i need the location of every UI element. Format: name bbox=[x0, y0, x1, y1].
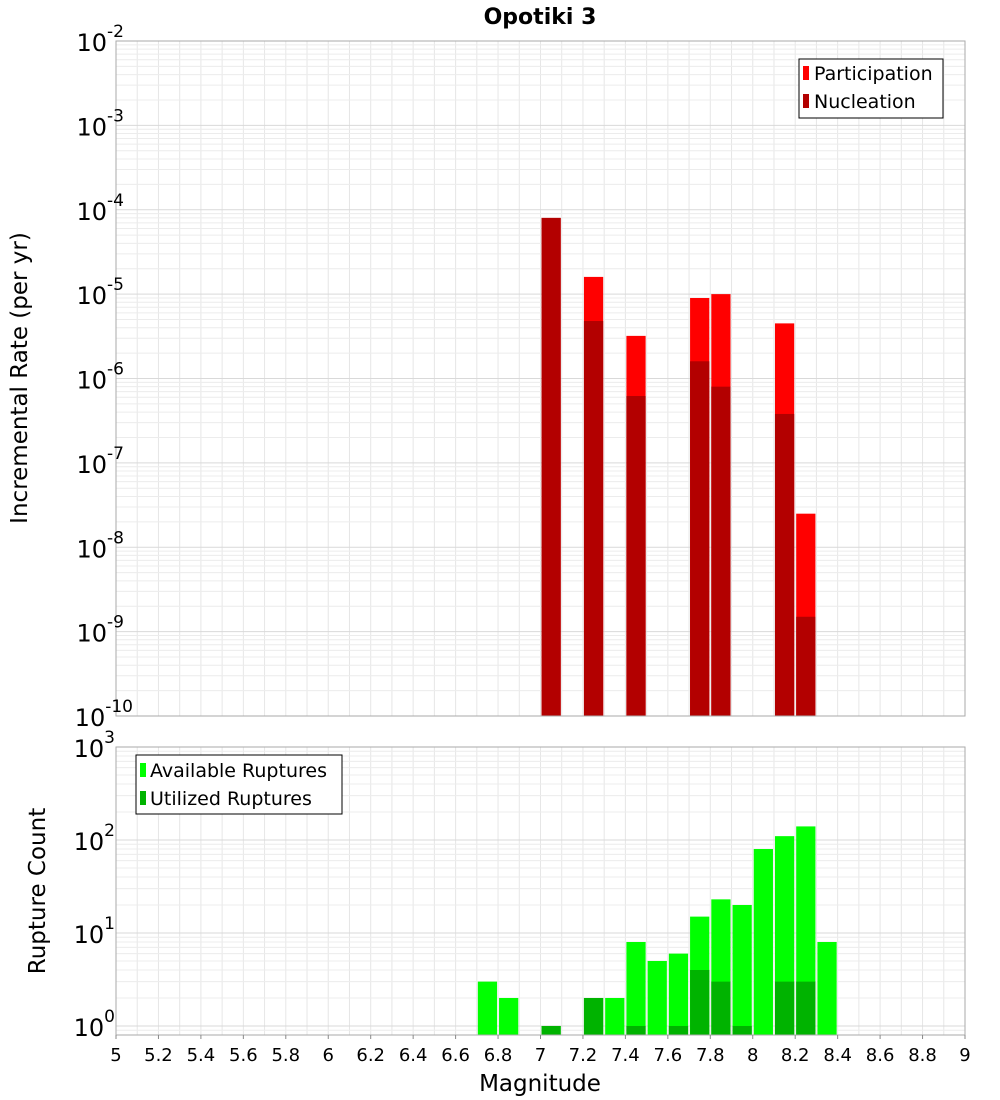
y-tick-label: 10-9 bbox=[77, 613, 125, 648]
bar-utilized-ruptures-2 bbox=[626, 1025, 646, 1035]
bar-nucleation-2 bbox=[626, 396, 646, 716]
bottom-legend: Available Ruptures Utilized Ruptures bbox=[135, 754, 343, 815]
bar-available-ruptures-6 bbox=[647, 960, 667, 1035]
y-tick-exponent: -10 bbox=[105, 697, 133, 717]
legend-swatch-nucleation bbox=[803, 94, 809, 108]
bar-nucleation-0 bbox=[541, 217, 561, 716]
x-tick-label: 7.2 bbox=[569, 1045, 598, 1066]
x-tick-label: 5.4 bbox=[187, 1045, 216, 1066]
bar-available-ruptures-0 bbox=[477, 981, 498, 1035]
legend-swatch-participation bbox=[803, 66, 809, 80]
y-tick-exponent: -2 bbox=[107, 22, 124, 42]
y-tick-exponent: -6 bbox=[107, 360, 124, 380]
bottom-legend-box bbox=[135, 754, 343, 815]
x-tick-label: 7.8 bbox=[696, 1045, 725, 1066]
bottom-y-axis-title: Rupture Count bbox=[25, 808, 51, 974]
top-plot-border bbox=[115, 40, 966, 717]
legend-label-available-ruptures: Available Ruptures bbox=[150, 760, 327, 782]
y-tick-label: 10-3 bbox=[77, 106, 125, 141]
y-tick-label: 10-4 bbox=[77, 191, 125, 226]
bar-nucleation-5 bbox=[774, 413, 795, 716]
x-tick-label: 7.4 bbox=[611, 1045, 640, 1066]
legend-label-nucleation: Nucleation bbox=[814, 91, 916, 113]
y-tick-label: 10-8 bbox=[77, 528, 125, 563]
bar-nucleation-6 bbox=[796, 616, 816, 716]
x-tick-label: 5 bbox=[110, 1045, 121, 1066]
bar-utilized-ruptures-3 bbox=[668, 1025, 689, 1035]
bar-available-ruptures-4 bbox=[605, 997, 625, 1035]
bar-available-ruptures-5 bbox=[626, 942, 646, 1035]
y-tick-label: 100 bbox=[74, 1007, 115, 1042]
y-tick-exponent: 1 bbox=[104, 914, 115, 934]
x-tick-label: 6.8 bbox=[484, 1045, 513, 1066]
y-tick-exponent: -3 bbox=[107, 106, 124, 126]
x-tick-label: 8.2 bbox=[781, 1045, 810, 1066]
x-tick-label: 7 bbox=[535, 1045, 546, 1066]
y-tick-exponent: -7 bbox=[107, 444, 124, 464]
x-tick-label: 8.8 bbox=[908, 1045, 937, 1066]
bar-available-ruptures-10 bbox=[732, 904, 752, 1035]
top-bars bbox=[541, 217, 816, 716]
bar-available-ruptures-11 bbox=[753, 849, 773, 1035]
y-tick-exponent: 0 bbox=[104, 1007, 115, 1027]
bar-available-ruptures-1 bbox=[499, 997, 519, 1035]
x-tick-label: 6.2 bbox=[356, 1045, 385, 1066]
x-tick-label: 7.6 bbox=[654, 1045, 683, 1066]
bar-utilized-ruptures-7 bbox=[774, 981, 795, 1035]
top-grid bbox=[115, 41, 966, 717]
bar-available-ruptures-7 bbox=[668, 953, 689, 1035]
legend-label-utilized-ruptures: Utilized Ruptures bbox=[150, 788, 312, 810]
y-tick-label: 10-6 bbox=[77, 360, 125, 395]
x-axis-title: Magnitude bbox=[479, 1071, 601, 1097]
bar-utilized-ruptures-8 bbox=[796, 981, 816, 1035]
bar-utilized-ruptures-0 bbox=[541, 1025, 561, 1035]
bar-utilized-ruptures-6 bbox=[732, 1025, 752, 1035]
top-legend: Participation Nucleation bbox=[798, 58, 944, 119]
bar-nucleation-4 bbox=[711, 386, 731, 716]
y-tick-label: 102 bbox=[74, 821, 115, 856]
y-tick-exponent: -8 bbox=[107, 528, 124, 548]
bar-utilized-ruptures-1 bbox=[583, 997, 604, 1035]
y-tick-label: 10-10 bbox=[75, 697, 133, 732]
x-tick-label: 6.6 bbox=[441, 1045, 470, 1066]
x-tick-label: 6 bbox=[323, 1045, 334, 1066]
legend-swatch-utilized-ruptures bbox=[140, 791, 146, 805]
x-tick-labels: 5 5.2 5.4 5.6 5.8 6 6.2 6.4 6.6 6.8 7 7.2 7.4 7.6 7.8 8… bbox=[110, 1035, 971, 1066]
x-tick-label: 5.2 bbox=[144, 1045, 173, 1066]
y-tick-label: 10-2 bbox=[77, 22, 125, 57]
bar-utilized-ruptures-5 bbox=[711, 981, 731, 1035]
chart-title: Opotiki 3 bbox=[484, 5, 597, 30]
y-tick-exponent: -5 bbox=[107, 275, 124, 295]
bar-available-ruptures-14 bbox=[817, 942, 837, 1035]
x-tick-label: 8.4 bbox=[823, 1045, 852, 1066]
y-tick-exponent: -9 bbox=[107, 613, 124, 633]
top-legend-box bbox=[798, 58, 944, 119]
y-tick-label: 103 bbox=[74, 728, 115, 763]
x-tick-label: 5.8 bbox=[271, 1045, 300, 1066]
bar-nucleation-1 bbox=[583, 321, 604, 716]
x-tick-label: 5.6 bbox=[229, 1045, 258, 1066]
bar-utilized-ruptures-4 bbox=[690, 969, 710, 1035]
y-tick-label: 10-7 bbox=[77, 444, 125, 479]
x-tick-label: 8 bbox=[747, 1045, 758, 1066]
top-y-tick-labels: 10-10 10-9 10-8 10-7 10-6 10-5 10-4 10-3 10-2 bbox=[75, 22, 133, 732]
legend-label-participation: Participation bbox=[814, 63, 933, 85]
y-tick-exponent: -4 bbox=[107, 191, 124, 211]
y-tick-label: 101 bbox=[74, 914, 115, 949]
top-panel-incremental-rate: 10-10 10-9 10-8 10-7 10-6 10-5 10-4 10-3 10-2 In… bbox=[7, 22, 966, 732]
y-tick-exponent: 3 bbox=[104, 728, 115, 748]
y-tick-label: 10-5 bbox=[77, 275, 125, 310]
top-y-axis-title: Incremental Rate (per yr) bbox=[7, 232, 33, 524]
legend-swatch-available-ruptures bbox=[140, 763, 146, 777]
x-tick-label: 8.6 bbox=[866, 1045, 895, 1066]
y-tick-exponent: 2 bbox=[104, 821, 115, 841]
bar-nucleation-3 bbox=[690, 361, 710, 716]
bottom-bars bbox=[477, 826, 837, 1035]
x-tick-label: 9 bbox=[959, 1045, 970, 1066]
x-tick-label: 6.4 bbox=[399, 1045, 428, 1066]
